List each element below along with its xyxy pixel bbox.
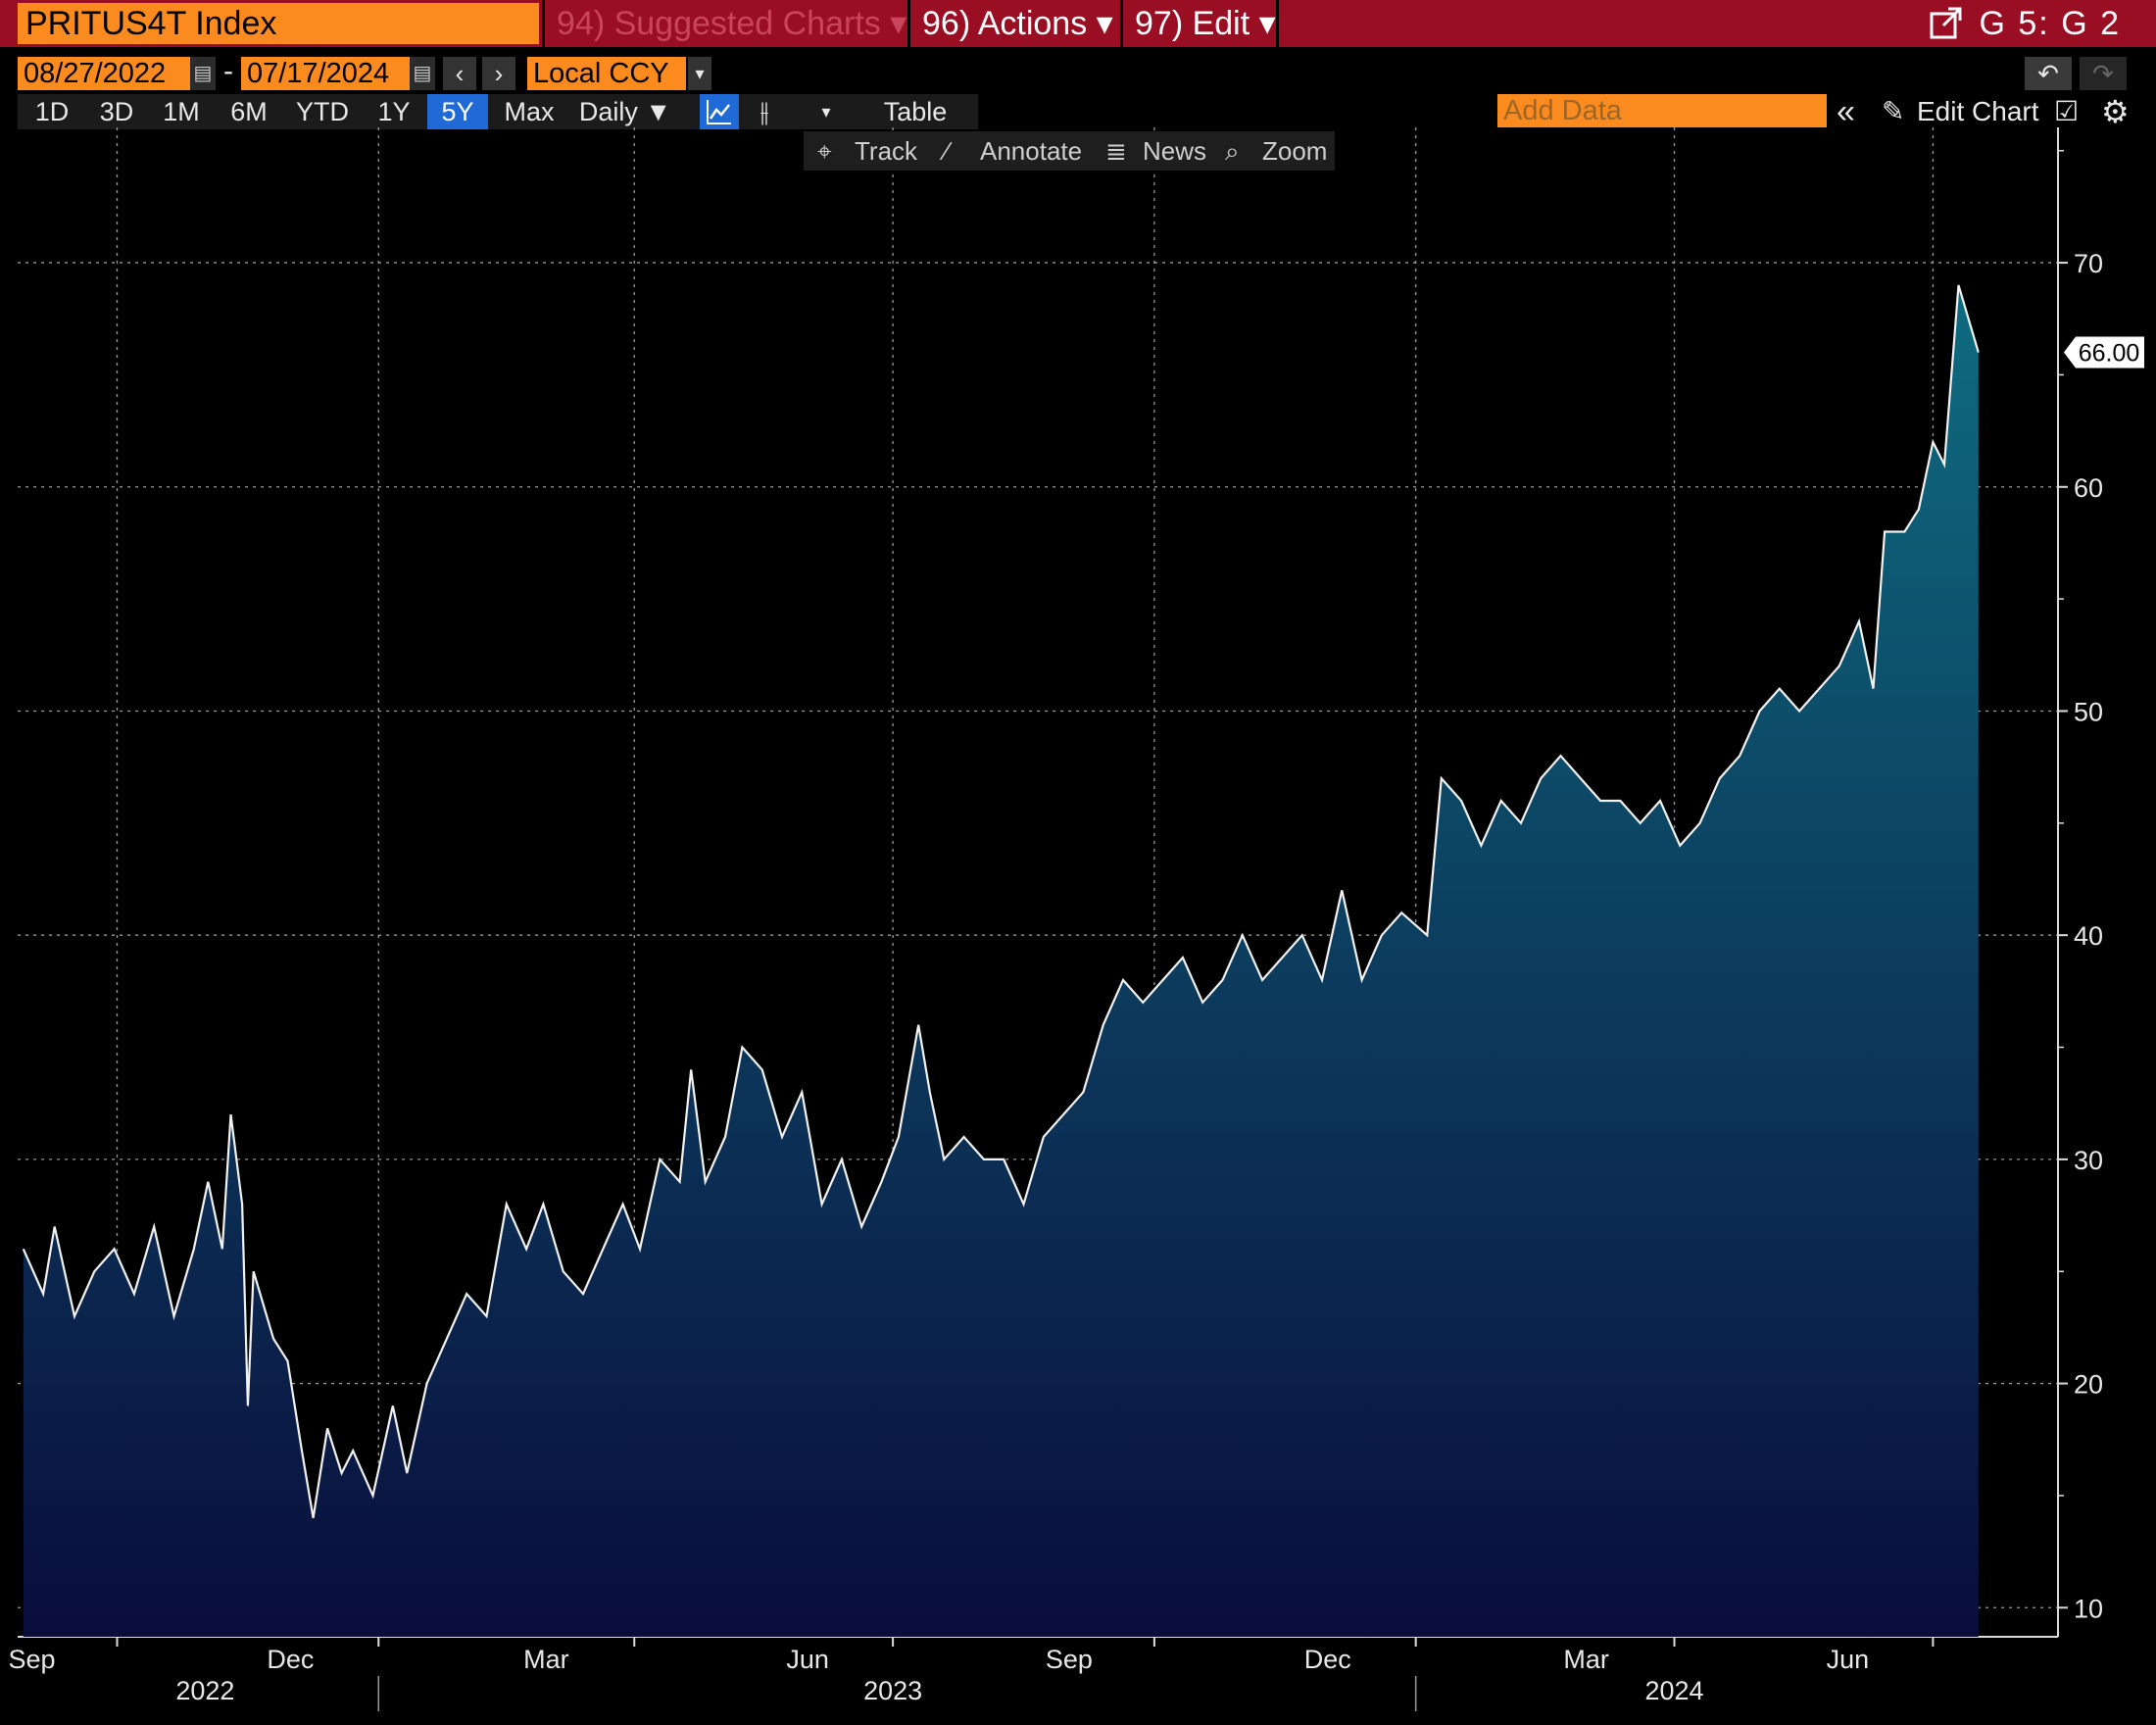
x-month-label: Sep (8, 1645, 55, 1674)
x-month-label: Jun (786, 1645, 829, 1674)
x-month-label: Jun (1827, 1645, 1870, 1674)
frequency-select[interactable]: Daily ▼ (578, 97, 672, 126)
security-ticker[interactable]: PRITUS4T Index (18, 3, 539, 44)
news-icon: ≣ (1105, 136, 1127, 166)
line-chart-icon[interactable] (700, 94, 739, 129)
range-max[interactable]: Max (504, 97, 555, 126)
pencil-icon: ✎ (1882, 96, 1905, 126)
range-6m[interactable]: 6M (230, 97, 268, 126)
y-tick-label: 70 (2074, 249, 2103, 278)
annotate-pencil-icon: ∕ (945, 136, 950, 166)
x-month-label: Dec (1304, 1645, 1351, 1674)
end-date-field[interactable]: 07/17/2024 (241, 57, 410, 90)
bar-chart-icon[interactable]: ⫲ (760, 97, 769, 126)
y-axis: 10 20 30 40 50 60 70 (2057, 127, 2103, 1637)
redo-icon[interactable]: ↷ (2080, 57, 2127, 90)
x-month-label: Sep (1046, 1645, 1093, 1674)
zoom-icon: ⌕ (1225, 136, 1240, 166)
last-value-label: 66.00 (2064, 336, 2144, 369)
table-button[interactable]: Table (883, 97, 948, 126)
popout-icon[interactable] (1929, 6, 1964, 41)
x-month-label: Mar (523, 1645, 569, 1674)
window-id: G 5: G 2 (1979, 5, 2121, 42)
y-tick-label: 60 (2074, 473, 2103, 503)
range-ytd[interactable]: YTD (296, 97, 349, 126)
last-value-badge (2064, 336, 2144, 369)
series-line (22, 284, 1980, 1518)
news-button[interactable]: News (1143, 136, 1207, 166)
chevron-down-icon[interactable]: ▾ (821, 102, 831, 122)
last-value-text: 66.00 (2079, 340, 2140, 368)
add-data-input[interactable] (1497, 94, 1827, 127)
track-button[interactable]: Track (855, 136, 918, 166)
edit-menu[interactable]: 97) Edit ▾ (1135, 5, 1276, 42)
chevron-down-icon[interactable]: ▾ (688, 57, 711, 90)
chevron-right-icon[interactable]: › (482, 57, 515, 90)
divider (907, 0, 910, 47)
divider (1276, 0, 1279, 47)
y-tick-label: 30 (2074, 1146, 2103, 1175)
y-tick-label: 50 (2074, 697, 2103, 726)
divider (1120, 0, 1123, 47)
edit-chart-button[interactable]: Edit Chart (1917, 96, 2039, 126)
y-tick-label: 20 (2074, 1370, 2103, 1400)
chevron-left-icon[interactable]: ‹ (443, 57, 476, 90)
x-year-label: 2024 (1644, 1676, 1703, 1705)
calendar-icon[interactable]: ▤ (410, 57, 435, 90)
crosshair-icon: ⌖ (817, 136, 832, 166)
x-month-label: Dec (267, 1645, 314, 1674)
range-3d[interactable]: 3D (99, 97, 134, 126)
range-1y[interactable]: 1Y (377, 97, 411, 126)
x-year-label: 2023 (863, 1676, 922, 1705)
date-dash: - (223, 55, 233, 87)
undo-icon[interactable]: ↶ (2025, 57, 2072, 90)
gear-icon[interactable]: ⚙ (2101, 94, 2130, 129)
zoom-button[interactable]: Zoom (1262, 136, 1328, 166)
collapse-icon[interactable]: « (1837, 93, 1855, 130)
currency-select[interactable]: Local CCY (527, 57, 686, 90)
calendar-icon[interactable]: ▤ (190, 57, 216, 90)
suggested-charts-menu[interactable]: 94) Suggested Charts ▾ (557, 5, 907, 42)
start-date-field[interactable]: 08/27/2022 (18, 57, 190, 90)
series-area (23, 284, 1979, 1637)
annotate-button[interactable]: Annotate (980, 136, 1083, 166)
x-axis: Sep Dec Mar Jun Sep Dec Mar Jun 2022 2023 2024 (8, 1636, 2058, 1711)
edit-layout-icon[interactable]: ☑ (2054, 96, 2080, 126)
range-5y[interactable]: 5Y (427, 94, 488, 129)
x-year-label: 2022 (175, 1676, 234, 1705)
range-1d[interactable]: 1D (34, 97, 70, 126)
chart-toolbar (804, 131, 1335, 171)
y-tick-label: 10 (2074, 1594, 2103, 1623)
range-bar (18, 94, 978, 129)
x-month-label: Mar (1563, 1645, 1609, 1674)
range-1m[interactable]: 1M (163, 97, 200, 126)
y-tick-label: 40 (2074, 921, 2103, 951)
divider (542, 0, 545, 47)
actions-menu[interactable]: 96) Actions ▾ (922, 5, 1113, 42)
